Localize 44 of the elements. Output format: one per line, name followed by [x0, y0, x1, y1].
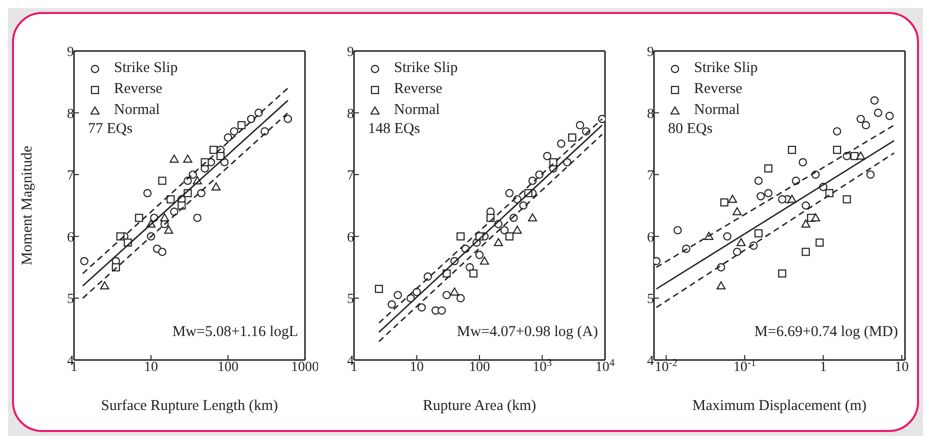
x-axis-title: Rupture Area (km): [422, 398, 536, 414]
x-tick-label: 10: [144, 360, 158, 375]
y-tick-label: 5: [67, 292, 74, 308]
annotation: M=6.69+0.74 log (MD): [754, 324, 898, 341]
legend-label: Strike Slip: [114, 59, 178, 78]
legend-label: Normal: [394, 101, 440, 120]
y-tick-label: 8: [67, 106, 74, 122]
y-tick-label: 9: [347, 45, 354, 60]
y-tick-label: 4: [347, 354, 354, 369]
legend-label: Strike Slip: [694, 59, 758, 78]
annotation: Mw=4.07+0.98 log (A): [456, 324, 598, 341]
y-tick-label: 6: [67, 230, 74, 246]
y-tick-label: 9: [67, 45, 74, 60]
y-tick-label: 8: [647, 106, 654, 122]
legend-label: Reverse: [394, 80, 442, 99]
y-tick-label: 9: [647, 45, 654, 60]
x-axis-title: Maximum Displacement (m): [692, 398, 867, 414]
y-tick-label: 6: [347, 230, 354, 246]
legend-label: Reverse: [114, 80, 162, 99]
legend-label: Reverse: [694, 80, 742, 99]
legend-label: Strike Slip: [394, 59, 458, 78]
x-tick-label: 1: [820, 360, 827, 375]
y-tick-label: 7: [347, 168, 354, 184]
x-tick-label: 10$^{4}$: [595, 358, 616, 375]
x-tick-label: 100: [218, 360, 238, 375]
legend-label: Normal: [694, 101, 740, 120]
y-tick-label: 5: [347, 292, 354, 308]
y-tick-label: 7: [647, 168, 654, 184]
y-tick-label: 5: [647, 292, 654, 308]
annotation: 80 EQs: [668, 121, 713, 138]
x-tick-label: 10: [894, 360, 909, 375]
y-tick-label: 4: [647, 354, 654, 369]
legend-label: Normal: [114, 101, 160, 120]
annotation: 77 EQs: [88, 121, 133, 138]
x-axis-title: Surface Rupture Length (km): [100, 398, 278, 414]
y-tick-label: 7: [67, 168, 74, 184]
annotation: 148 EQs: [368, 121, 420, 138]
annotation: Mw=5.08+1.16 logL: [172, 324, 298, 341]
x-tick-label: 10: [410, 360, 424, 375]
y-tick-label: 6: [647, 230, 654, 246]
x-tick-label: 100: [469, 360, 490, 375]
y-axis-title: Moment Magnitude: [19, 145, 36, 266]
y-tick-label: 4: [67, 354, 74, 369]
y-tick-label: 8: [347, 106, 354, 122]
